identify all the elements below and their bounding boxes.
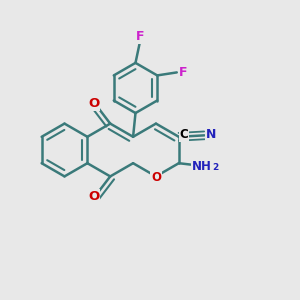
Text: O: O xyxy=(151,171,161,184)
Text: O: O xyxy=(88,190,99,203)
Text: F: F xyxy=(136,30,144,43)
Text: O: O xyxy=(88,97,99,110)
Text: NH: NH xyxy=(192,160,212,173)
Text: F: F xyxy=(179,66,188,79)
Text: N: N xyxy=(206,128,216,141)
Text: 2: 2 xyxy=(212,164,218,172)
Text: C: C xyxy=(180,128,188,141)
